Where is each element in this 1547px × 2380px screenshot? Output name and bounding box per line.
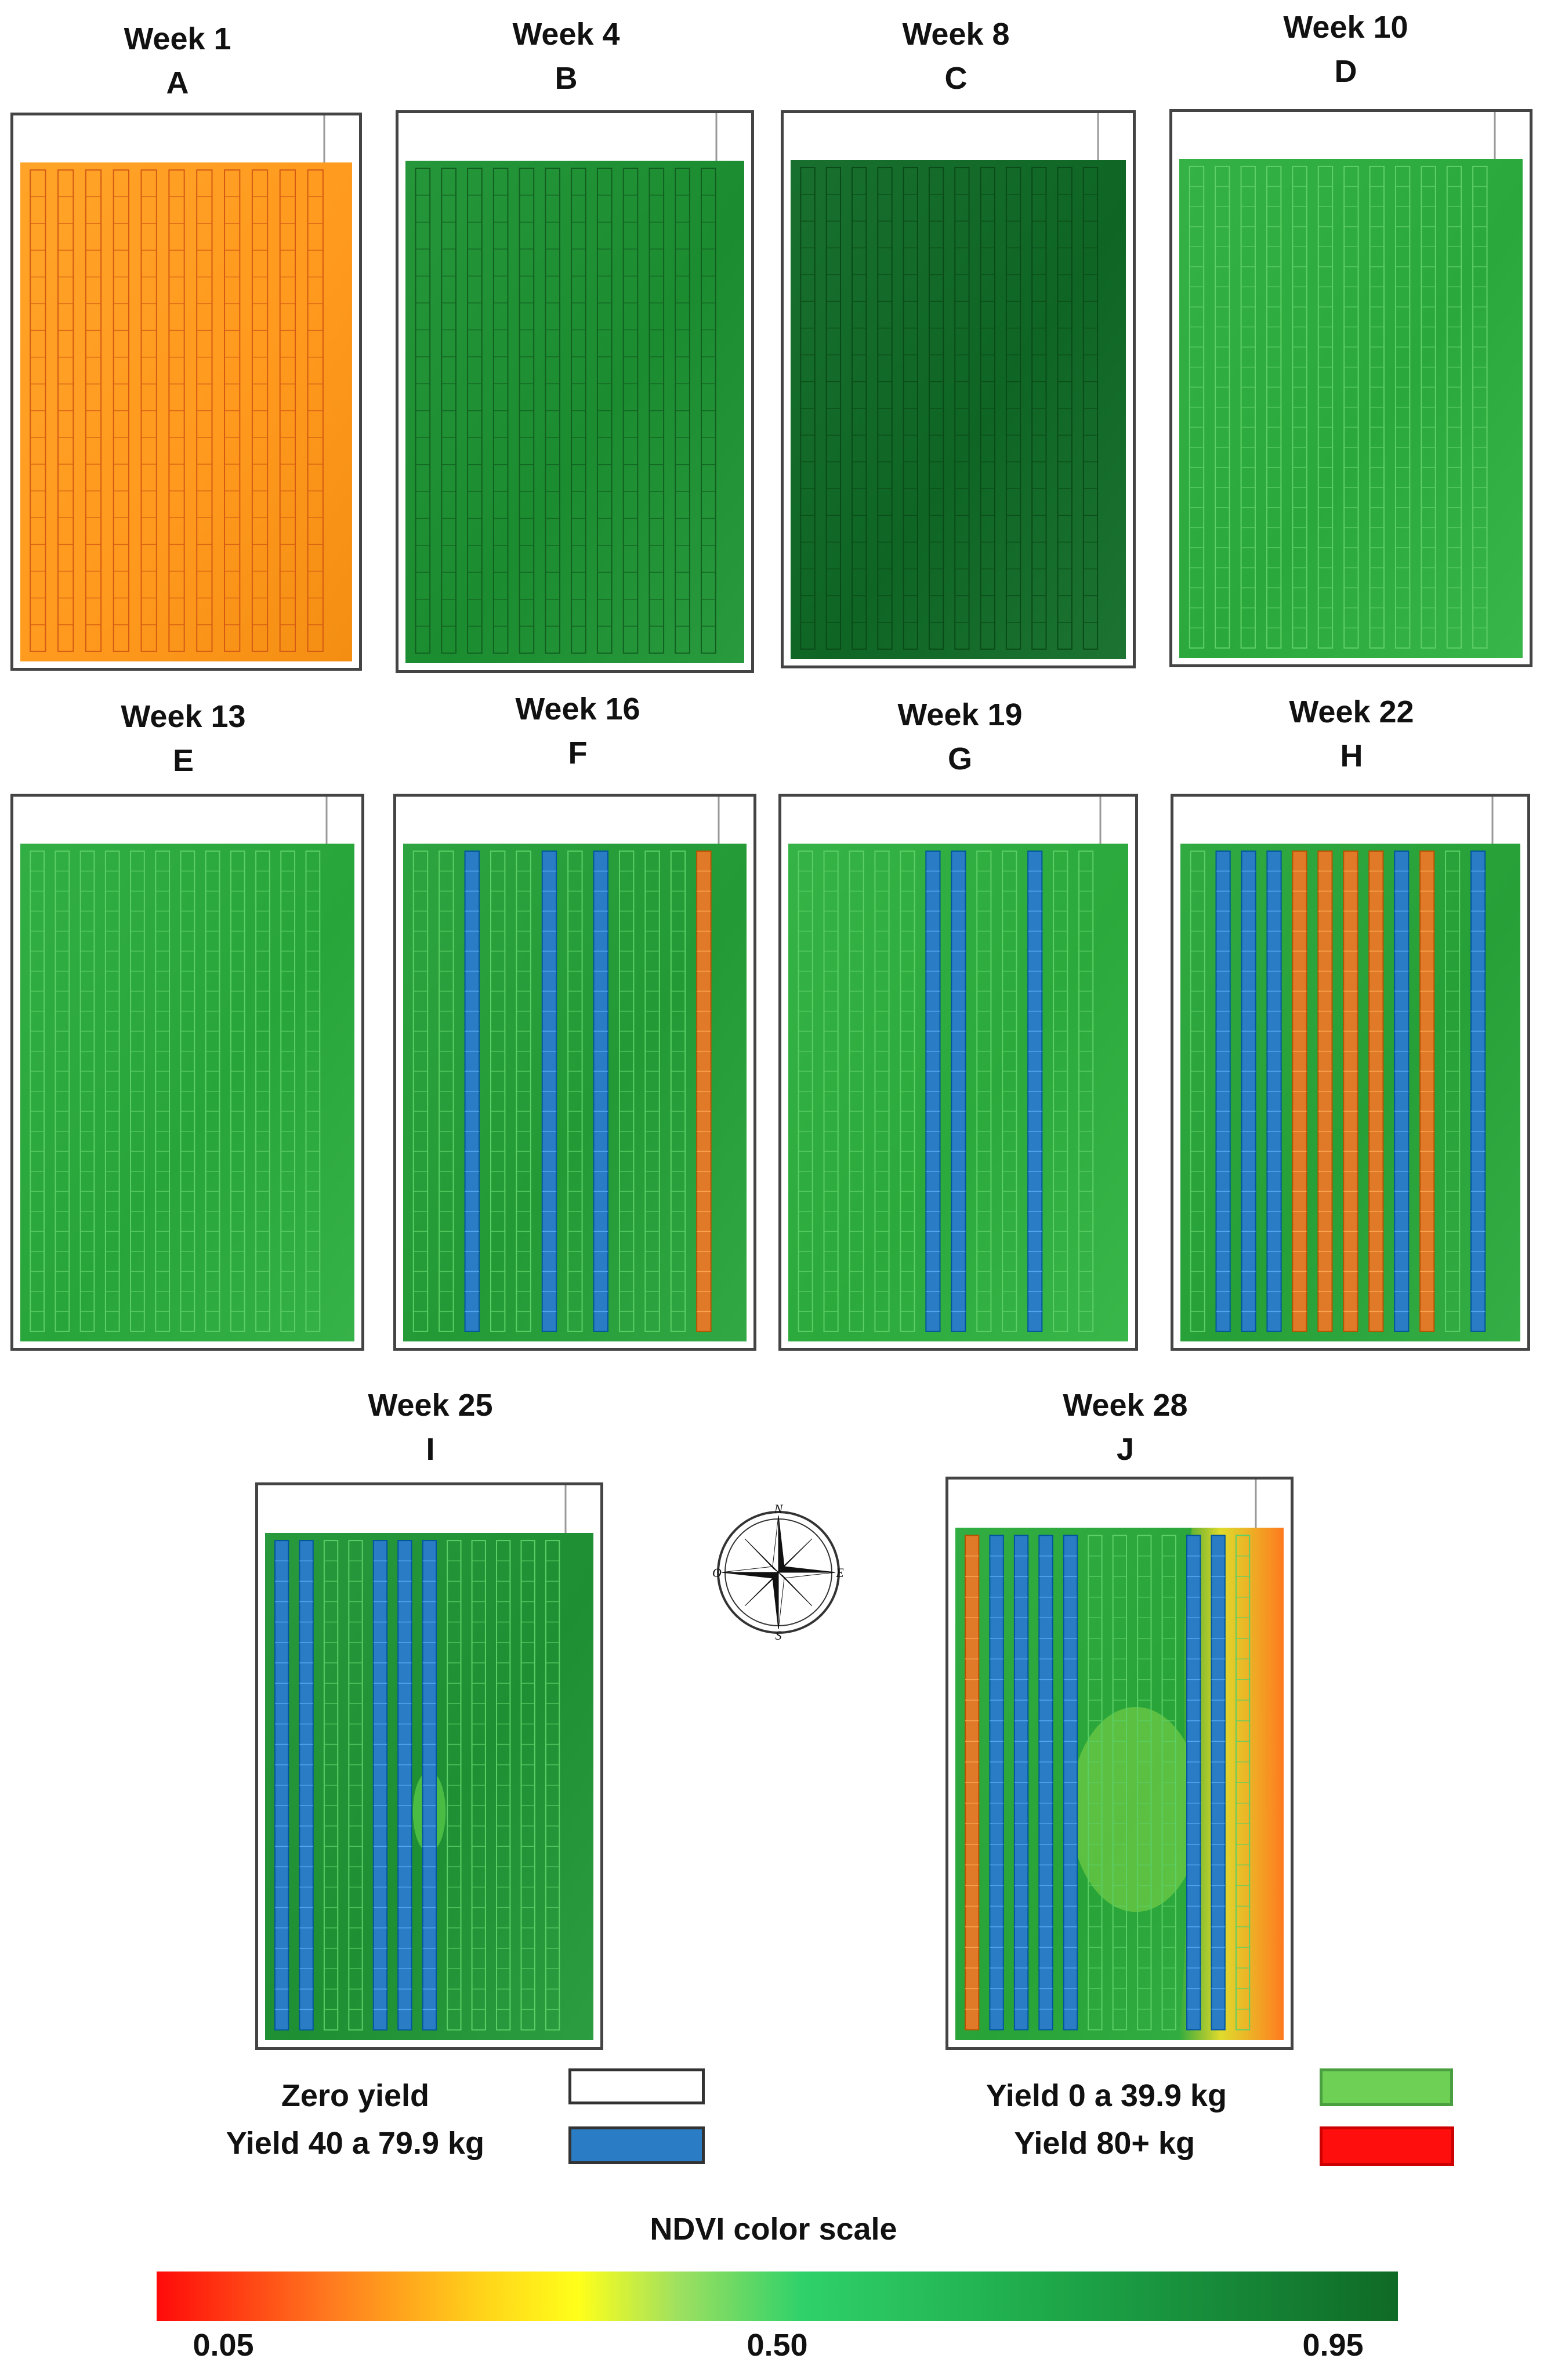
crop-row xyxy=(516,850,531,1332)
ndvi-tick-max: 0.95 xyxy=(1302,2328,1364,2363)
panel-letter: F xyxy=(568,736,588,771)
field-map xyxy=(788,797,1128,1341)
week-label: Week 8 xyxy=(902,17,1010,52)
field-panel-c xyxy=(781,110,1136,668)
crop-row xyxy=(1343,165,1359,649)
panel-letter: E xyxy=(172,743,194,778)
field-panel-f xyxy=(393,794,756,1351)
title-i: Week 25 I xyxy=(367,1390,494,1465)
ndvi-tick-mid: 0.50 xyxy=(747,2328,808,2363)
week-label: Week 22 xyxy=(1289,695,1414,729)
field-map xyxy=(20,797,354,1341)
crop-row xyxy=(545,167,561,654)
field-map xyxy=(1180,797,1520,1341)
panel-letter: A xyxy=(166,66,189,100)
title-f: Week 16 F xyxy=(514,693,642,769)
panel-letter: H xyxy=(1340,739,1363,773)
field-map xyxy=(955,1480,1284,2040)
compass-west: O xyxy=(712,1565,722,1580)
crop-row xyxy=(928,167,944,650)
panel-letter: C xyxy=(944,61,968,96)
field-panel-a xyxy=(10,113,362,671)
field-map xyxy=(265,1485,593,2040)
title-g: Week 19 G xyxy=(896,699,1024,775)
crop-row xyxy=(1421,165,1436,649)
compass-south: S xyxy=(776,1628,782,1642)
crop-row xyxy=(1215,165,1230,649)
field-panel-d xyxy=(1169,109,1532,667)
panel-letter: G xyxy=(947,742,972,776)
field-panel-g xyxy=(778,794,1138,1351)
field-map xyxy=(1179,112,1523,658)
week-label: Week 25 xyxy=(368,1388,493,1423)
crop-row xyxy=(1472,165,1488,649)
field-area xyxy=(403,844,747,1341)
ndvi-tick-min: 0.05 xyxy=(193,2328,254,2363)
week-label: Week 28 xyxy=(1063,1388,1188,1423)
crop-row xyxy=(798,850,813,1332)
compass-rose-icon: N S E O xyxy=(712,1503,844,1642)
field-area xyxy=(20,162,352,661)
crop-row xyxy=(1082,167,1099,650)
legend-yield-0: Yield 0 a 39.9 kg xyxy=(986,2078,1227,2113)
ndvi-color-bar xyxy=(157,2272,1398,2321)
title-e: Week 13 E xyxy=(119,701,247,776)
week-label: Week 4 xyxy=(512,17,620,52)
field-map xyxy=(791,113,1126,659)
legend-swatch-light-green xyxy=(1320,2068,1453,2106)
field-area xyxy=(20,844,354,1341)
field-panel-j xyxy=(945,1477,1294,2050)
panel-letter: D xyxy=(1334,54,1357,89)
field-panel-b xyxy=(396,110,754,673)
crop-row xyxy=(467,167,483,654)
field-panel-h xyxy=(1171,794,1530,1351)
field-area xyxy=(405,161,744,663)
ndvi-scale-title: NDVI color scale xyxy=(650,2212,897,2247)
week-label: Week 16 xyxy=(515,692,640,726)
legend-zero-yield: Zero yield xyxy=(281,2078,429,2113)
title-d: Week 10 D xyxy=(1282,12,1410,87)
legend-yield-80: Yield 80+ kg xyxy=(1014,2126,1195,2161)
crop-row xyxy=(874,850,890,1332)
legend-swatch-red xyxy=(1320,2126,1454,2166)
field-map xyxy=(405,113,744,663)
field-area xyxy=(791,160,1126,659)
field-map xyxy=(20,115,352,661)
compass-north: N xyxy=(774,1503,784,1516)
panel-letter: J xyxy=(1116,1432,1135,1467)
title-c: Week 8 C xyxy=(898,19,1014,94)
compass-east: E xyxy=(835,1565,844,1580)
week-label: Week 19 xyxy=(897,697,1023,732)
legend-yield-40: Yield 40 a 79.9 kg xyxy=(226,2126,484,2161)
crop-row xyxy=(976,850,992,1332)
title-j: Week 28 J xyxy=(1061,1390,1189,1465)
title-b: Week 4 B xyxy=(508,19,624,94)
field-map xyxy=(403,797,747,1341)
panel-letter: I xyxy=(426,1432,435,1467)
crop-row xyxy=(1235,1535,1251,2031)
legend-swatch-zero xyxy=(568,2068,705,2104)
week-label: Week 10 xyxy=(1283,10,1408,45)
title-h: Week 22 H xyxy=(1288,696,1415,772)
week-label: Week 13 xyxy=(121,699,246,734)
field-area xyxy=(1179,159,1523,658)
field-panel-i xyxy=(255,1482,603,2050)
crop-row xyxy=(1266,165,1282,649)
title-a: Week 1 A xyxy=(119,23,236,99)
panel-letter: B xyxy=(555,61,578,96)
crop-row xyxy=(1002,850,1017,1332)
legend-swatch-blue xyxy=(568,2126,705,2164)
field-panel-e xyxy=(10,794,364,1351)
week-label: Week 1 xyxy=(124,21,231,56)
